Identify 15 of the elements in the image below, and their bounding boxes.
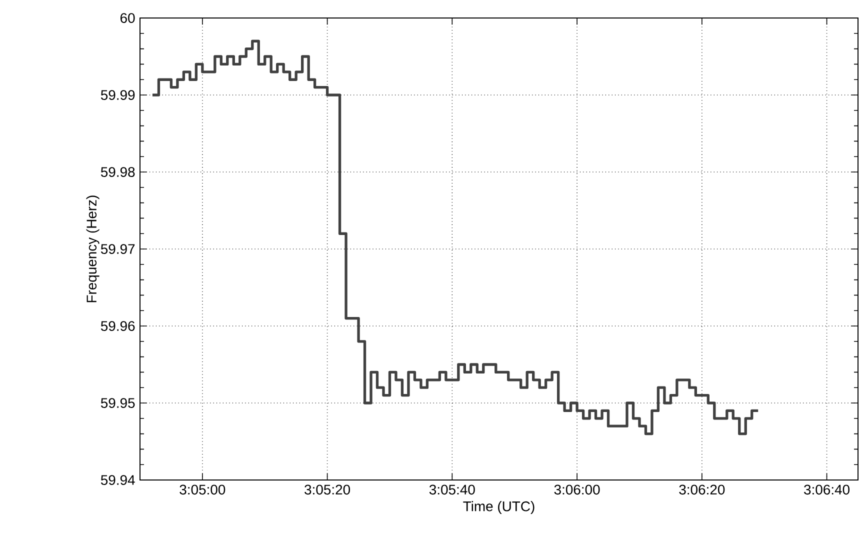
x-tick-label: 3:05:40 [429, 484, 475, 495]
y-tick-label: 59.94 [100, 475, 135, 485]
y-tick-label: 59.97 [100, 244, 135, 254]
x-tick-label: 3:06:40 [804, 484, 850, 495]
y-tick-label: 59.99 [100, 90, 135, 100]
x-tick-label: 3:05:00 [180, 484, 226, 495]
x-tick-label: 3:06:00 [554, 484, 600, 495]
y-tick-label: 59.98 [100, 167, 135, 177]
y-tick-label: 59.96 [100, 321, 135, 331]
x-axis-title: Time (UTC) [463, 501, 534, 514]
y-tick-label: 59.95 [100, 398, 135, 408]
y-tick-label: 60 [120, 13, 135, 23]
x-tick-label: 3:05:20 [304, 484, 350, 495]
x-tick-label: 3:06:20 [679, 484, 725, 495]
y-axis-title: Frequency (Herz) [86, 196, 100, 302]
